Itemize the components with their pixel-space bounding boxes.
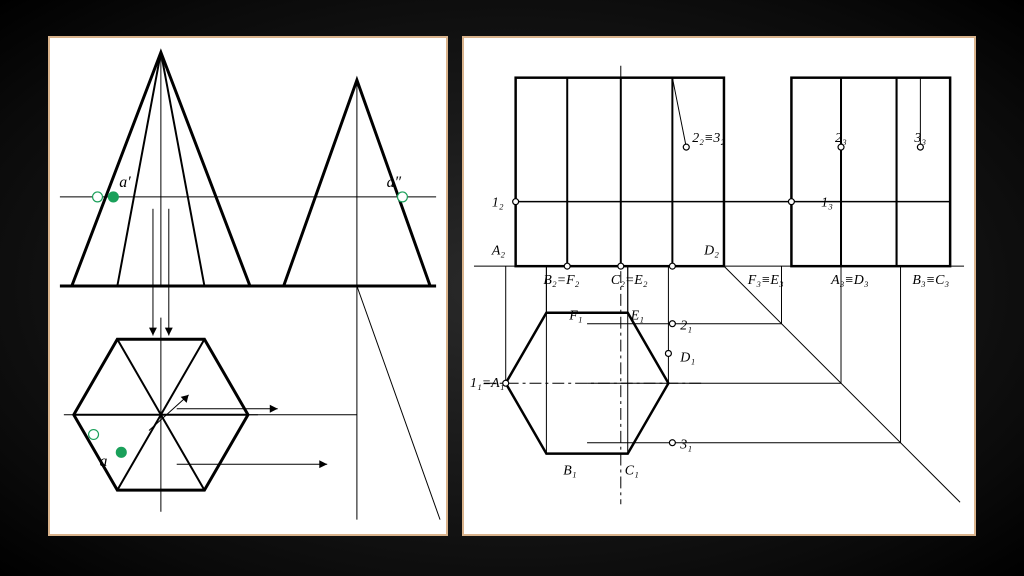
rlabel-19: C₁ — [625, 463, 639, 478]
rlabel-1: 2₂≡3₂ — [692, 131, 725, 146]
rlabel-16: D₁ — [679, 350, 695, 365]
rlabel-7: B₂=F₂ — [543, 273, 579, 288]
rlabel-15: 1₁=A₁ — [470, 376, 504, 391]
rlabel-11: B₃≡C₃ — [912, 273, 949, 288]
rlabel-14: 2₁ — [680, 319, 692, 334]
rlabel-5: A₂ — [491, 243, 505, 258]
right-diagram-svg: 1₂ 2₂≡3₂ 2₃ 3₃ 1₃ A₂ D₂ B₂=F₂ C₂=E₂ F₃≡E₃ A₃≡D₃ B₃≡… — [464, 38, 974, 534]
rlabel-3: 3₃ — [913, 131, 926, 146]
label-a: a — [100, 453, 108, 470]
rlabel-8: C₂=E₂ — [611, 273, 648, 288]
rlabel-4: 1₃ — [821, 196, 833, 211]
rlabel-12: F₁ — [568, 309, 582, 324]
label-a_dprime: a″ — [387, 174, 402, 191]
right-diagram-panel: 1₂ 2₂≡3₂ 2₃ 3₃ 1₃ A₂ D₂ B₂=F₂ C₂=E₂ F₃≡E₃ A₃≡D₃ B₃≡… — [462, 36, 976, 536]
left-diagram-panel: a′ a″ a — [48, 36, 448, 536]
rlabel-13: E₁ — [630, 309, 644, 324]
rlabel-6: D₂ — [703, 243, 719, 258]
rlabel-10: A₃≡D₃ — [830, 273, 869, 288]
label-a_prime: a′ — [119, 174, 131, 191]
rlabel-2: 2₃ — [835, 131, 847, 146]
left-diagram-svg: a′ a″ a — [50, 38, 446, 534]
rlabel-18: B₁ — [563, 463, 576, 478]
rlabel-17: 3₁ — [679, 438, 692, 453]
rlabel-9: F₃≡E₃ — [747, 273, 784, 288]
rlabel-0: 1₂ — [492, 196, 504, 211]
